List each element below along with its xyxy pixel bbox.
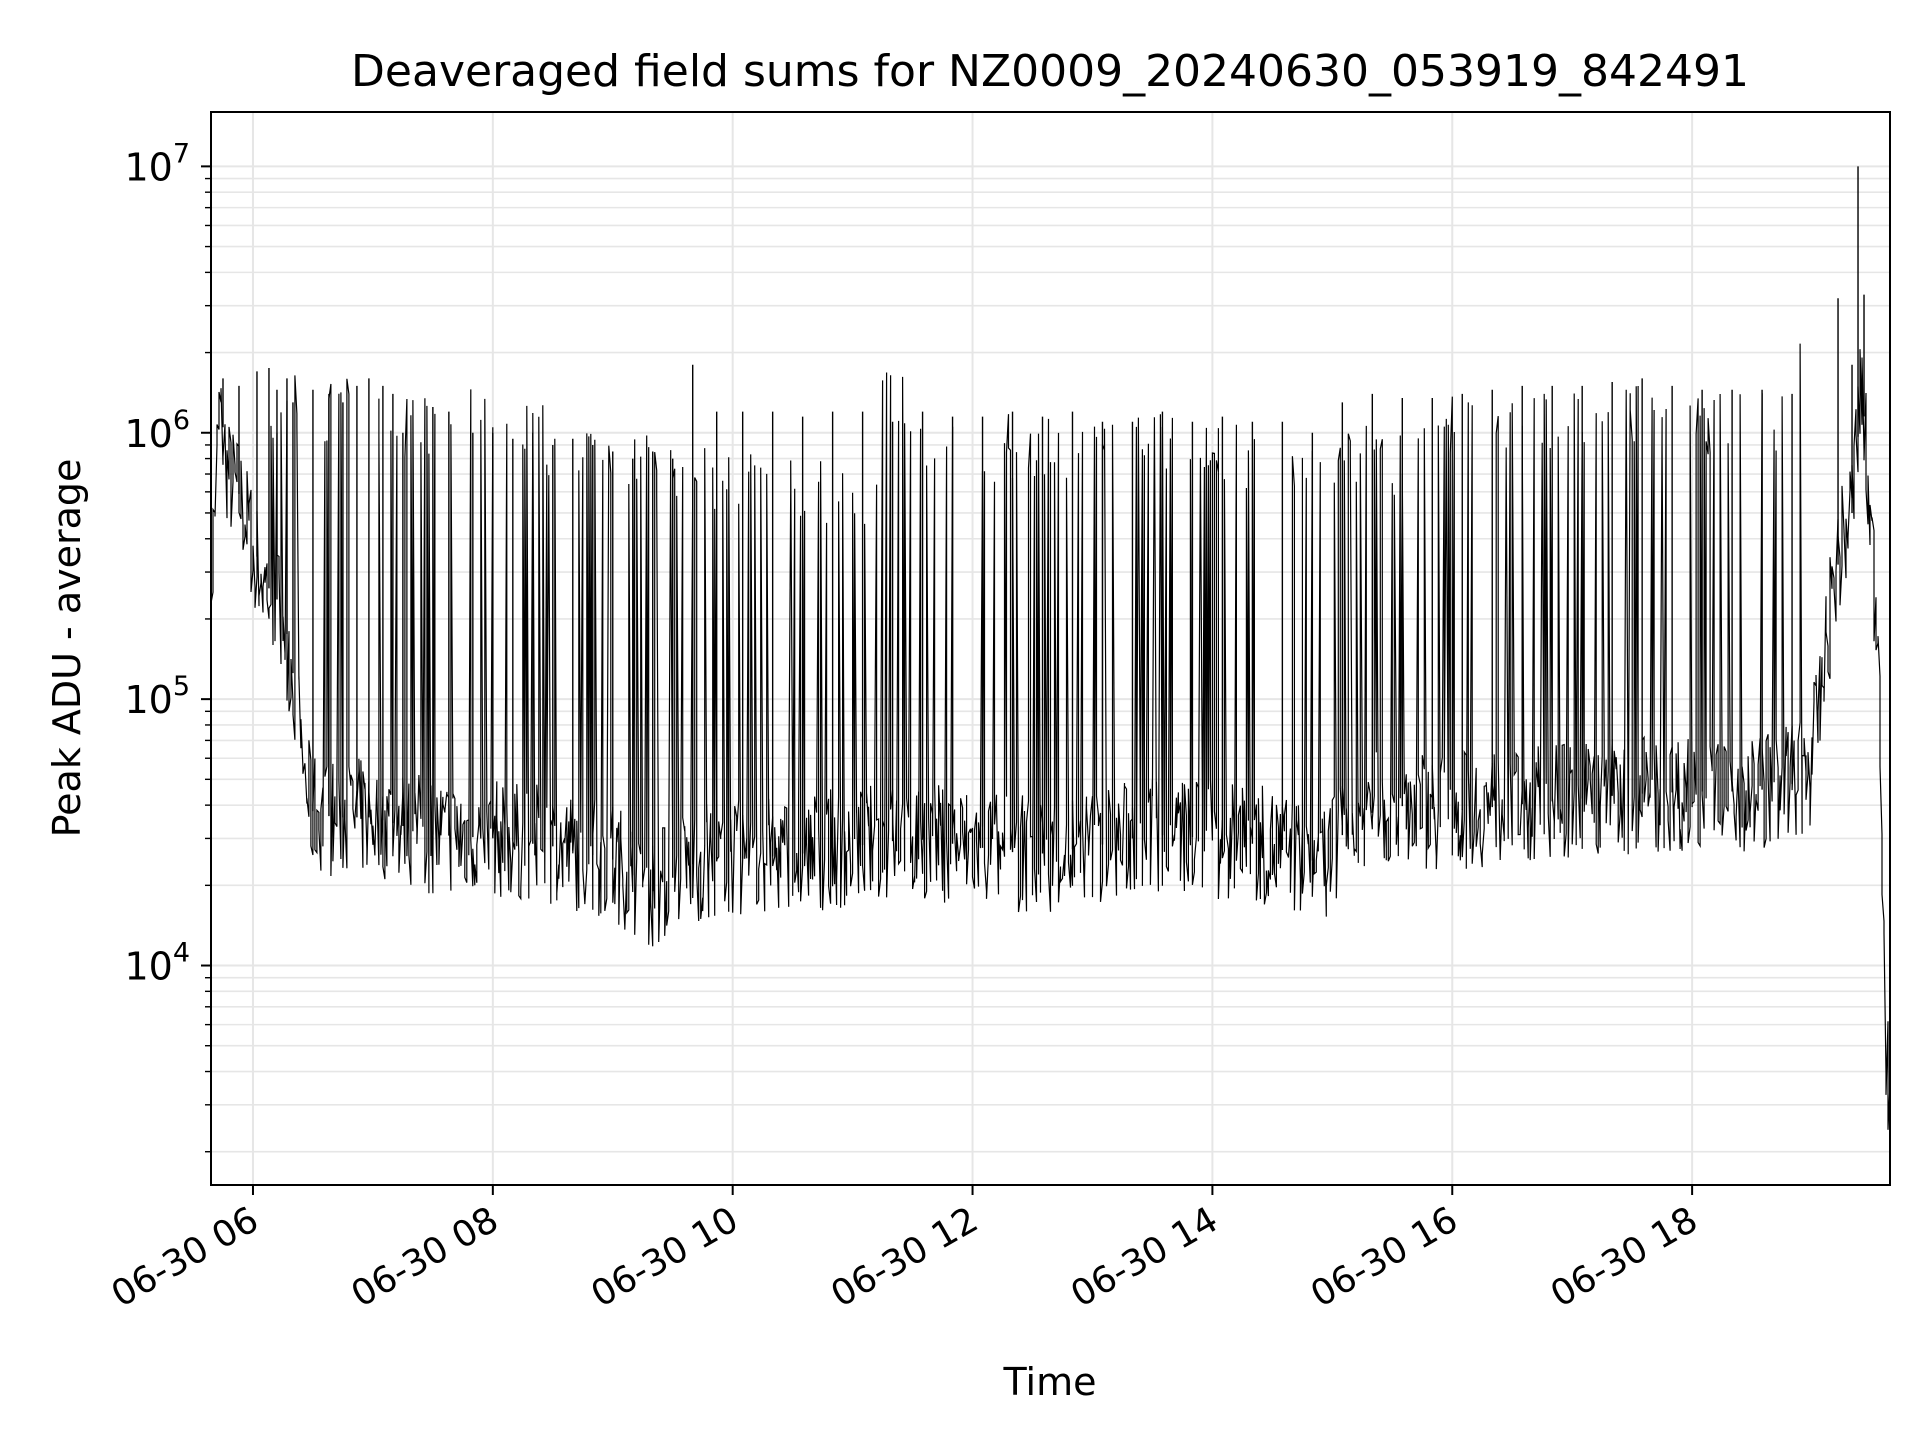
plot-frame — [210, 111, 1891, 1186]
series-layer — [211, 166, 1890, 1130]
y-tick-label: 107 — [124, 138, 190, 189]
plot-area — [211, 166, 1890, 1130]
y-axis: 104 105 106 107 — [124, 138, 211, 1153]
y-tick-label: 105 — [124, 671, 190, 722]
series-line — [211, 343, 1890, 1130]
x-axis-label: Time — [1003, 1360, 1097, 1404]
y-tick-label: 104 — [124, 938, 190, 989]
y-tick-label: 106 — [124, 405, 190, 456]
chart-title: Deaveraged field sums for NZ0009_2024063… — [351, 46, 1749, 97]
y-axis-label: Peak ADU - average — [45, 459, 89, 838]
